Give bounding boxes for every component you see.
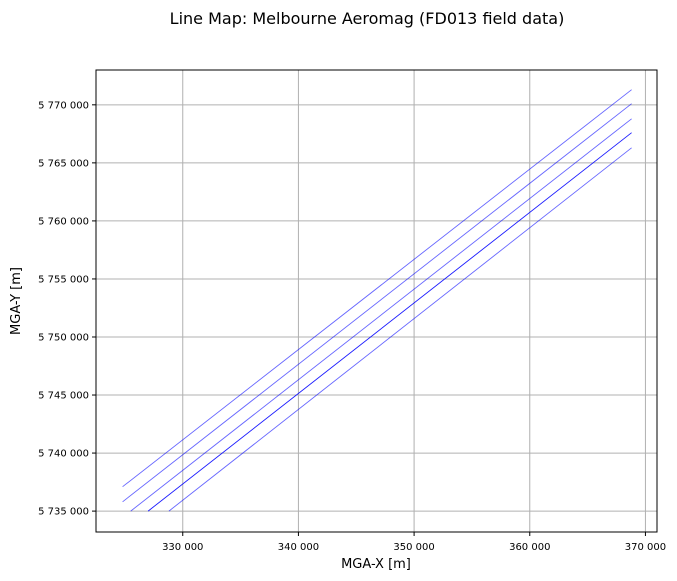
flight-line-1 [122, 89, 632, 488]
x-tick-label: 370 000 [625, 542, 666, 553]
y-tick-label: 5 770 000 [38, 100, 89, 111]
flight-lines [122, 89, 632, 512]
x-axis-label: MGA-X [m] [341, 557, 411, 572]
y-tick-label: 5 745 000 [38, 391, 89, 402]
chart-title: Line Map: Melbourne Aeromag (FD013 field… [170, 9, 565, 28]
flight-line-4 [147, 132, 632, 512]
y-tick-label: 5 740 000 [38, 449, 89, 460]
plot-frame [95, 69, 658, 533]
x-tick-label: 340 000 [278, 542, 319, 553]
grid [96, 70, 657, 532]
x-tick-label: 360 000 [509, 542, 550, 553]
flight-line-3 [130, 118, 632, 512]
y-tick-label: 5 765 000 [38, 158, 89, 169]
y-tick-label: 5 755 000 [38, 274, 89, 285]
x-tick-label: 350 000 [393, 542, 434, 553]
x-tick-label: 330 000 [162, 542, 203, 553]
flight-line-5 [168, 147, 632, 512]
y-tick-label: 5 735 000 [38, 507, 89, 518]
flight-line-2 [122, 103, 632, 503]
y-tick-label: 5 760 000 [38, 216, 89, 227]
y-axis-ticks: 5 735 000 5 740 000 5 745 000 5 750 000 5 75… [38, 100, 96, 518]
y-tick-label: 5 750 000 [38, 332, 89, 343]
y-axis-label: MGA-Y [m] [9, 267, 24, 335]
x-axis-ticks: 330 000 340 000 350 000 360 000 370 000 [162, 532, 666, 553]
